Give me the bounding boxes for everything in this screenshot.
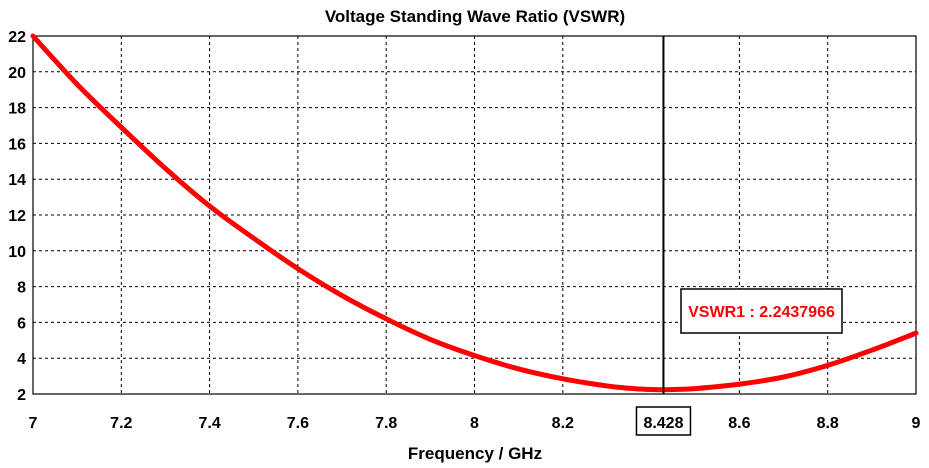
marker-layer: 8.428 VSWR1 : 2.2437966	[635, 36, 843, 436]
marker-label: VSWR1 : 2.2437966	[688, 304, 835, 321]
series-layer	[30, 33, 919, 393]
y-tick-label: 18	[8, 101, 26, 118]
y-tick-label: 6	[17, 315, 26, 332]
x-tick-label: 7	[29, 415, 38, 432]
x-tick-label: 9	[912, 415, 921, 432]
y-tick-label: 12	[8, 208, 26, 225]
plot-frame	[32, 35, 917, 395]
y-tick-label: 20	[8, 65, 26, 82]
y-tick-label: 4	[17, 351, 26, 368]
y-axis-ticks: 2 4 6 8 10 12 14 16 18 20 22	[8, 29, 26, 404]
x-tick-label: 8.6	[728, 415, 750, 432]
series-line-vswr	[30, 33, 919, 393]
marker-label-box	[680, 288, 843, 334]
grid-lines	[33, 36, 916, 394]
x-axis-label: Frequency / GHz	[408, 444, 542, 463]
y-tick-label: 2	[17, 387, 26, 404]
x-axis-ticks: 7 7.2 7.4 7.6 7.8 8 8.2 8.6 8.8 9	[29, 415, 921, 432]
x-tick-label: 8	[470, 415, 479, 432]
x-tick-label: 7.4	[198, 415, 220, 432]
x-tick-label: 7.6	[287, 415, 309, 432]
chart-title: Voltage Standing Wave Ratio (VSWR)	[325, 7, 625, 26]
y-tick-label: 10	[8, 244, 26, 261]
x-tick-label: 8.2	[552, 415, 574, 432]
y-tick-label: 22	[8, 29, 26, 46]
y-tick-label: 8	[17, 280, 26, 297]
y-tick-label: 16	[8, 136, 26, 153]
marker-x-value: 8.428	[643, 415, 683, 432]
x-tick-label: 8.8	[817, 415, 839, 432]
x-tick-label: 7.8	[375, 415, 397, 432]
y-tick-label: 14	[8, 172, 26, 189]
x-tick-label: 7.2	[110, 415, 132, 432]
marker-x-value-box	[635, 406, 692, 436]
